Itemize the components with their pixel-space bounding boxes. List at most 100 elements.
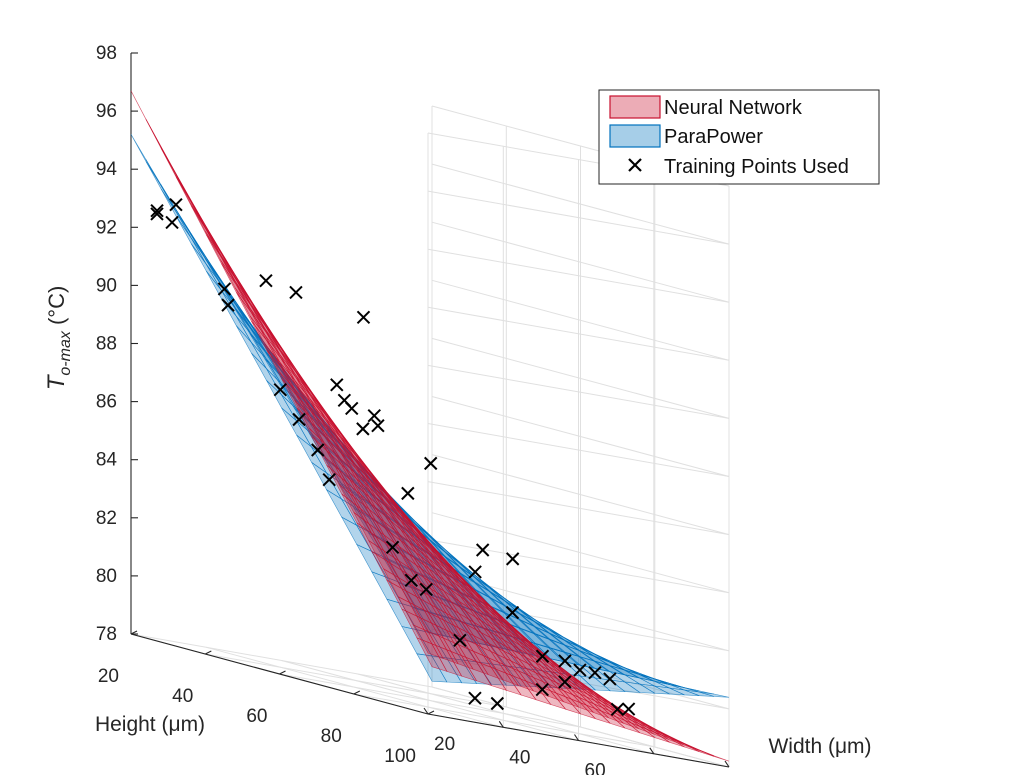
x-tick-label: 80: [660, 774, 681, 775]
grid-line: [431, 512, 730, 594]
training-point: [330, 378, 344, 392]
grid-line: [427, 190, 730, 245]
training-point: [289, 285, 303, 300]
training-point: [169, 197, 183, 212]
axis-lines: [130, 52, 730, 768]
y-tick-mark: [279, 670, 286, 675]
training-point: [356, 310, 371, 325]
tick-labels: 78 80 82 84 86 88 90 92 94 96 98 20 40 60 80 100 20 40 60 8…: [96, 43, 681, 775]
z-axis-label: To-max (°C): [43, 286, 74, 391]
y-tick-label: 100: [384, 746, 416, 767]
training-point: [453, 633, 467, 648]
training-point: [490, 696, 505, 711]
training-point: [573, 663, 587, 677]
grid-line: [427, 481, 730, 536]
training-point: [558, 654, 572, 668]
training-point: [401, 486, 415, 501]
grid-line: [431, 454, 730, 536]
training-point: [259, 273, 273, 288]
legend-swatch-neural-network: [609, 95, 661, 119]
grid-line: [431, 163, 730, 245]
legend-marker-x: [628, 158, 642, 172]
training-point: [475, 543, 490, 557]
z-tick-label: 82: [96, 508, 117, 529]
grid-line: [427, 248, 730, 303]
y-tick-label: 60: [246, 706, 267, 727]
z-tick-label: 98: [96, 43, 117, 64]
surface-patch: [698, 749, 730, 762]
training-point: [371, 419, 385, 433]
training-point: [468, 691, 482, 705]
grid-line: [427, 597, 730, 652]
legend: Neural Network ParaPower Training Points…: [598, 89, 880, 185]
z-tick-label: 94: [96, 159, 118, 180]
training-point: [505, 552, 520, 566]
training-points: [150, 197, 636, 717]
z-tick-label: 80: [96, 566, 117, 587]
z-tick-label: 78: [96, 624, 117, 645]
grid-line: [427, 306, 730, 361]
legend-label-neural-network: Neural Network: [664, 97, 803, 119]
training-point: [535, 649, 550, 663]
z-tick-label: 88: [96, 334, 117, 355]
legend-box: [598, 89, 880, 185]
training-point: [165, 215, 179, 230]
x-axis-label: Width (μm): [768, 735, 871, 758]
x-tick-label: 40: [509, 747, 530, 768]
grid-line: [431, 396, 730, 477]
training-point: [588, 665, 602, 680]
y-tick-label: 20: [98, 666, 119, 687]
training-point: [292, 412, 306, 427]
y-tick-label: 80: [321, 726, 342, 747]
x-tick-mark: [724, 760, 730, 768]
grid-line: [130, 633, 433, 688]
training-point: [468, 565, 482, 579]
training-point: [558, 675, 572, 689]
training-point: [610, 702, 625, 717]
training-point: [217, 282, 232, 296]
x-tick-mark: [574, 734, 579, 741]
x-tick-label: 20: [434, 734, 455, 755]
legend-swatch-parapower: [609, 124, 661, 148]
x-tick-mark: [423, 707, 429, 715]
x-tick-mark: [498, 720, 504, 728]
training-point: [356, 422, 370, 436]
y-tick-mark: [353, 690, 361, 695]
z-tick-label: 86: [96, 392, 117, 413]
grid-line: [427, 423, 730, 477]
z-tick-label: 84: [96, 450, 118, 471]
x-tick-mark: [649, 747, 655, 755]
training-point: [419, 582, 433, 597]
grid-line: [427, 364, 730, 419]
training-point: [367, 408, 381, 423]
training-point: [505, 605, 520, 620]
y-tick-mark: [427, 710, 435, 715]
training-point: [150, 207, 164, 221]
z-tick-label: 92: [96, 217, 117, 238]
surface-patch: [699, 691, 730, 698]
y-axis-label: Height (μm): [95, 713, 205, 736]
training-point: [311, 443, 325, 457]
y-tick-mark: [205, 650, 212, 655]
surface-patch: [654, 731, 685, 748]
legend-label-training-points: Training Points Used: [664, 156, 849, 178]
x-tick-label: 60: [585, 761, 606, 775]
grid-line: [431, 221, 730, 303]
training-point: [337, 393, 352, 408]
grid-line: [431, 279, 730, 361]
training-point: [221, 298, 235, 312]
training-point: [150, 204, 164, 218]
grid-line: [353, 693, 655, 748]
y-tick-mark: [130, 630, 138, 635]
grid-line: [431, 337, 730, 419]
training-point: [385, 540, 400, 554]
grid-line: [427, 539, 730, 594]
training-point: [603, 672, 617, 686]
y-tick-label: 40: [172, 686, 193, 707]
training-point: [423, 456, 438, 471]
training-point: [273, 383, 288, 397]
training-point: [322, 472, 336, 487]
grid-line: [279, 673, 581, 728]
z-tick-label: 96: [96, 101, 117, 122]
